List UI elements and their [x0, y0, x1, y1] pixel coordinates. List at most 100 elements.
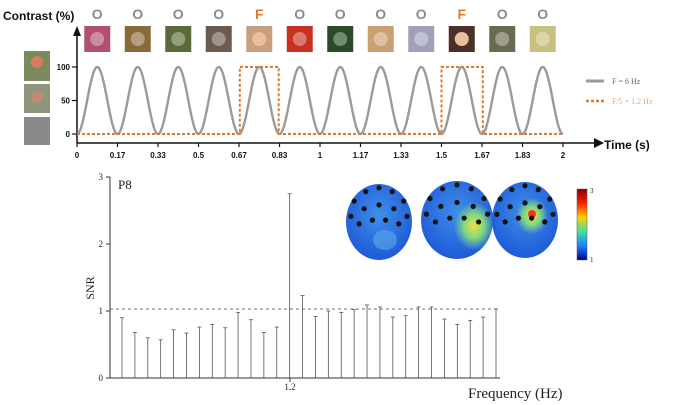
- x-tick-label: 1.5: [436, 151, 448, 160]
- melon-icon: [529, 26, 556, 52]
- time-axis-label: Time (s): [604, 138, 650, 152]
- y-axis-arrow: [73, 26, 81, 36]
- building-icon: [205, 26, 232, 52]
- snr-x-tick-label: 1.2: [284, 382, 295, 392]
- snr-stem: [158, 339, 163, 378]
- snr-stem: [132, 332, 137, 378]
- snr-stem: [236, 311, 241, 378]
- snr-stem: [442, 318, 447, 378]
- electrode-dot: [404, 213, 410, 219]
- plate-icon: [408, 26, 435, 52]
- snr-y-tick-label: 0: [99, 373, 104, 383]
- electrode-dot: [383, 217, 389, 223]
- electrode-dot: [363, 189, 369, 195]
- electrode-dot: [396, 221, 402, 227]
- legend-label-1_2hz: F/5 = 1.2 Hz: [612, 97, 653, 106]
- electrode-dot: [522, 183, 528, 189]
- electrode-dot: [502, 219, 508, 225]
- head-back-icon: [346, 184, 412, 260]
- electrode-dot: [348, 213, 354, 219]
- x-tick-label: 0.33: [150, 151, 166, 160]
- sample-images: [24, 51, 50, 145]
- snr-stems: [120, 193, 498, 378]
- snr-stem: [197, 326, 202, 378]
- electrode-dot: [515, 215, 522, 221]
- snr-stem: [261, 332, 266, 378]
- x-tick-label: 0.83: [272, 151, 288, 160]
- stimulus-letter: O: [416, 6, 427, 22]
- stimulus-letter: O: [294, 6, 305, 22]
- colorbar: 3 1: [576, 187, 594, 264]
- snr-stem: [120, 317, 124, 378]
- snr-stem: [352, 309, 357, 378]
- electrode-dot: [461, 215, 467, 221]
- electrode-dot: [440, 186, 446, 192]
- stimulus-letter: O: [213, 6, 224, 22]
- legend: F = 6 Hz F/5 = 1.2 Hz: [586, 77, 653, 106]
- snr-stem: [171, 329, 176, 378]
- snr-y-ticks: 0 1 2 3: [99, 172, 110, 383]
- snr-plot: 0 1 2 3 1.2 P8 SNR Frequency (Hz): [83, 172, 563, 402]
- x-axis-arrow: [594, 138, 604, 148]
- electrode-dot: [529, 215, 535, 221]
- snr-stem: [455, 323, 460, 378]
- electrode-dot: [537, 204, 543, 210]
- x-tick-label: 1.67: [474, 151, 490, 160]
- stimulus-letter: O: [132, 6, 143, 22]
- head-right-icon: [421, 181, 494, 259]
- x-tick-label: 1: [318, 151, 323, 160]
- stimulus-letter: F: [255, 6, 264, 22]
- y-tick-label: 100: [57, 63, 71, 72]
- electrode-dot: [509, 187, 515, 193]
- electrode-dot: [376, 202, 382, 208]
- snr-y-tick-label: 1: [99, 306, 104, 316]
- head-rear-right-icon: [492, 182, 558, 258]
- snr-stem: [494, 308, 498, 378]
- face-icon: [246, 26, 273, 52]
- tomato-icon: [286, 26, 313, 52]
- electrode-dot: [427, 195, 433, 202]
- x-tick-label: 0.67: [231, 151, 247, 160]
- electrode-dot: [454, 199, 460, 206]
- snr-stem: [481, 316, 486, 378]
- snr-stem: [145, 337, 150, 378]
- snr-stem: [416, 306, 421, 378]
- electrode-dot: [454, 182, 460, 188]
- snr-stem: [210, 323, 215, 378]
- scalp-maps: [346, 181, 558, 260]
- snr-stem: [339, 311, 344, 378]
- electrode-dot: [447, 215, 453, 221]
- snr-stem: [287, 193, 292, 378]
- contrast-axis-label: Contrast (%): [3, 9, 74, 23]
- electrode-dot: [547, 196, 553, 202]
- electrode-dot: [369, 217, 375, 223]
- stimulus-letter: O: [335, 6, 346, 22]
- electrode-dot: [550, 211, 556, 217]
- snr-stem: [365, 304, 370, 378]
- colorbar-scale: [576, 188, 588, 261]
- square-wave-1_2hz: [77, 66, 563, 135]
- x-tick-label: 2: [561, 151, 566, 160]
- legend-label-6hz: F = 6 Hz: [612, 77, 641, 86]
- horse-icon: [489, 26, 516, 52]
- bird-icon: [165, 26, 192, 52]
- stimulus-letter: O: [173, 6, 184, 22]
- electrode-dot: [494, 211, 500, 217]
- electrode-dot: [470, 203, 476, 209]
- electrode-dot: [401, 198, 407, 204]
- electrode-dot: [438, 203, 444, 209]
- electrode-dot: [476, 219, 482, 225]
- contrast-y-ticks: 0 50 100: [57, 63, 77, 139]
- stimulus-letter: O: [537, 6, 548, 22]
- snr-y-tick-label: 2: [99, 239, 104, 249]
- noise-icon: [24, 117, 50, 145]
- electrode-dot: [423, 211, 429, 217]
- horse-icon: [124, 26, 151, 52]
- electrodes: [348, 182, 556, 227]
- stimulus-images: [84, 26, 556, 52]
- snr-stem: [300, 295, 305, 378]
- snr-title: P8: [118, 177, 132, 192]
- x-tick-label: 1.83: [515, 151, 531, 160]
- lamp-icon: [367, 26, 394, 52]
